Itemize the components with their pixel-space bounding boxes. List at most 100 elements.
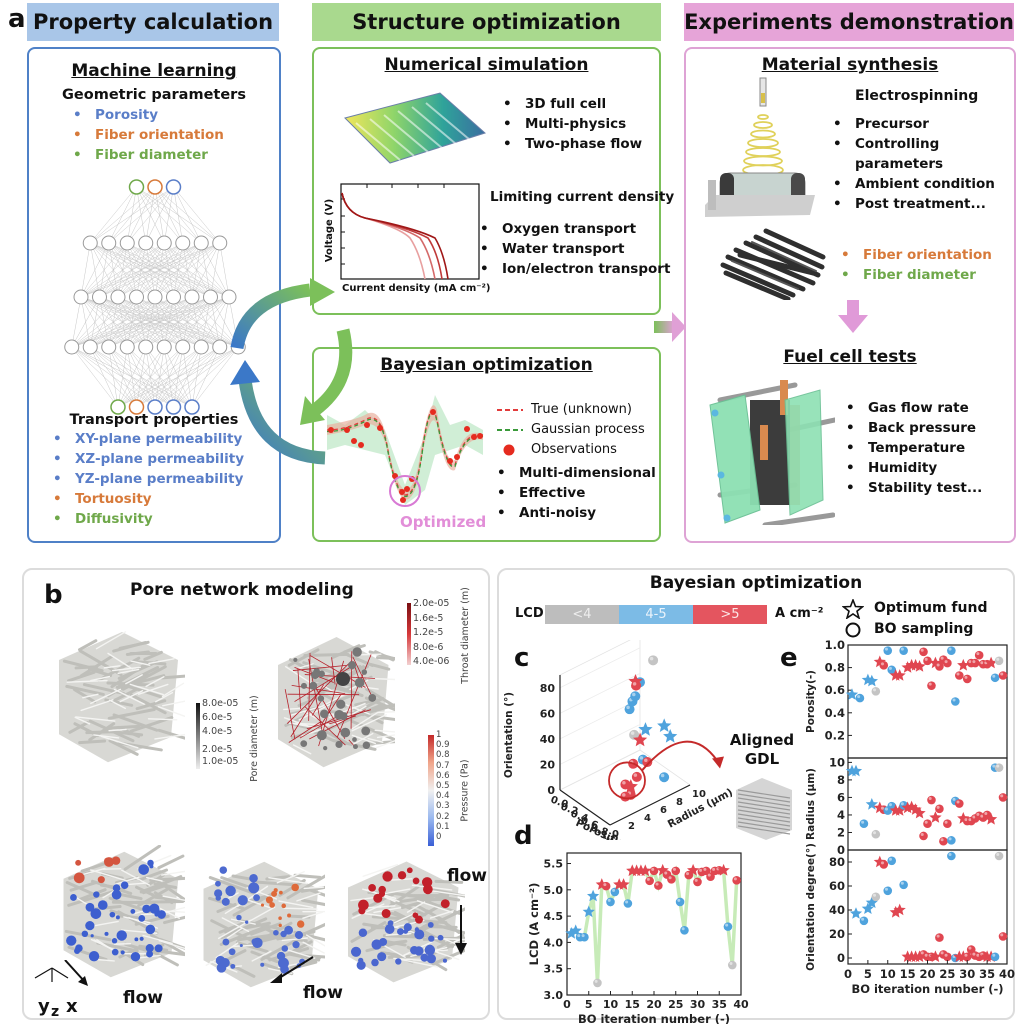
star-marker <box>639 864 652 877</box>
network-node <box>138 339 154 355</box>
z-axis-label: Orientation (°) <box>503 692 515 778</box>
network-edge <box>71 346 119 408</box>
network-node <box>156 339 172 355</box>
pore <box>75 859 82 866</box>
pore <box>281 903 287 909</box>
list-item: • Oxygen transport <box>480 221 637 237</box>
pore <box>421 877 433 888</box>
fiber <box>226 949 247 961</box>
list-item: • Humidity <box>846 460 938 476</box>
circle-marker <box>998 932 1008 941</box>
tick-label: 0.8 <box>436 750 450 761</box>
network-edge <box>80 242 91 298</box>
panel-c-letter: c <box>514 643 530 673</box>
throat <box>286 660 353 724</box>
fiber <box>268 877 308 884</box>
throat <box>288 720 322 743</box>
circle-outline-icon <box>845 622 861 637</box>
fiber <box>137 888 169 907</box>
fiber <box>90 688 122 705</box>
fiber <box>371 915 407 921</box>
network-edge <box>117 346 220 408</box>
marker-highlight <box>976 953 980 957</box>
pore <box>320 709 329 719</box>
list-item: • Precursor <box>833 116 929 132</box>
fiber <box>88 667 113 678</box>
flow-arrow-2-icon <box>270 956 314 983</box>
fiber <box>119 690 144 703</box>
pore <box>352 737 357 742</box>
network-node <box>92 289 107 305</box>
marker-highlight <box>644 758 648 763</box>
circle-marker <box>943 819 952 829</box>
pore <box>340 727 351 738</box>
pore <box>222 938 230 946</box>
circle-marker <box>943 952 952 962</box>
pore <box>278 916 282 920</box>
pore <box>348 661 357 670</box>
star-marker <box>845 688 859 700</box>
network-edge <box>90 296 230 348</box>
pore <box>428 935 435 942</box>
fibers <box>350 879 465 972</box>
network-node <box>184 399 200 415</box>
aligned-gdl-label: GDL <box>745 750 780 768</box>
marker-highlight <box>996 657 1000 661</box>
fiber <box>215 942 239 959</box>
fiber <box>90 675 111 682</box>
fiber <box>163 915 185 925</box>
fiber <box>138 868 169 882</box>
carbon-fiber-mat-image <box>720 228 826 300</box>
fiber <box>737 801 791 811</box>
star-marker <box>633 732 648 747</box>
pore <box>381 908 391 919</box>
circle-marker <box>899 880 908 890</box>
pore <box>378 898 382 902</box>
fiber <box>152 949 185 957</box>
marker-highlight <box>603 883 607 887</box>
star-marker <box>893 804 906 816</box>
pore <box>412 877 420 885</box>
pore <box>90 908 102 919</box>
marker-highlight <box>920 648 924 652</box>
fiber <box>283 707 301 711</box>
pore <box>371 958 379 967</box>
fiber <box>235 941 269 954</box>
marker-highlight <box>607 898 611 902</box>
pore <box>358 928 368 937</box>
fiber <box>390 911 412 922</box>
network-node <box>129 289 144 305</box>
fiber <box>117 668 140 675</box>
fiber <box>251 950 272 962</box>
tick-label: 20 <box>919 967 935 981</box>
circle-marker <box>732 876 741 885</box>
marker-highlight <box>1000 933 1004 937</box>
fiber <box>737 825 791 835</box>
pore <box>336 672 350 686</box>
network-edge <box>173 186 202 244</box>
pore <box>236 914 242 921</box>
fiber <box>90 869 128 882</box>
pore <box>403 929 409 934</box>
pressure-colorbar-ticks: 1 0.9 0.8 0.7 0.6 0.5 0.4 0.3 0.2 0.1 0 <box>436 730 450 842</box>
fiber <box>281 937 308 942</box>
marker-highlight <box>956 672 960 676</box>
pressure-cube-flow-z-image <box>348 861 465 983</box>
network-edge <box>71 296 100 348</box>
pore <box>74 947 81 955</box>
pore <box>111 938 118 944</box>
pore-network-cube-image <box>278 637 395 768</box>
list-item: • YZ-plane permeability <box>53 471 244 487</box>
circle-marker <box>990 952 1000 962</box>
marker-highlight <box>581 934 585 938</box>
marker-highlight <box>622 780 626 785</box>
list-item: • Tortuosity <box>53 491 152 507</box>
marker-highlight <box>655 882 659 886</box>
fiber <box>162 895 185 901</box>
marker-highlight <box>612 888 616 892</box>
fiber <box>154 733 185 740</box>
pore <box>368 884 376 892</box>
circle-marker <box>955 671 964 680</box>
network-node <box>166 289 181 305</box>
list-item: • Effective <box>497 485 586 501</box>
